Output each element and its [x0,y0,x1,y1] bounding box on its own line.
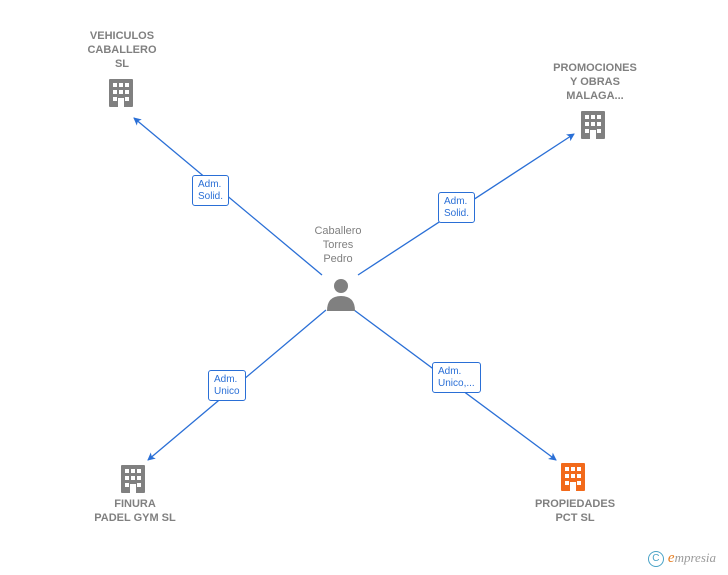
edge-label: Adm. Solid. [192,175,229,206]
building-icon [580,110,606,140]
center-node-label: Caballero Torres Pedro [306,225,370,266]
company-node-label: PROMOCIONES Y OBRAS MALAGA... [545,62,645,103]
company-node-label: VEHICULOS CABALLERO SL [82,30,162,71]
edge-label: Adm. Solid. [438,192,475,223]
edge-label: Adm. Unico [208,370,246,401]
watermark: Cempresia [648,550,716,567]
building-icon [560,462,586,492]
building-icon [108,78,134,108]
copyright-icon: C [648,551,664,567]
company-node-label: PROPIEDADES PCT SL [525,498,625,526]
company-node-label: FINURA PADEL GYM SL [80,498,190,526]
person-icon [325,277,357,316]
diagram-canvas: Caballero Torres Pedro VEHICULOS CABALLE… [0,0,728,575]
edge-label: Adm. Unico,... [432,362,481,393]
building-icon [120,464,146,494]
